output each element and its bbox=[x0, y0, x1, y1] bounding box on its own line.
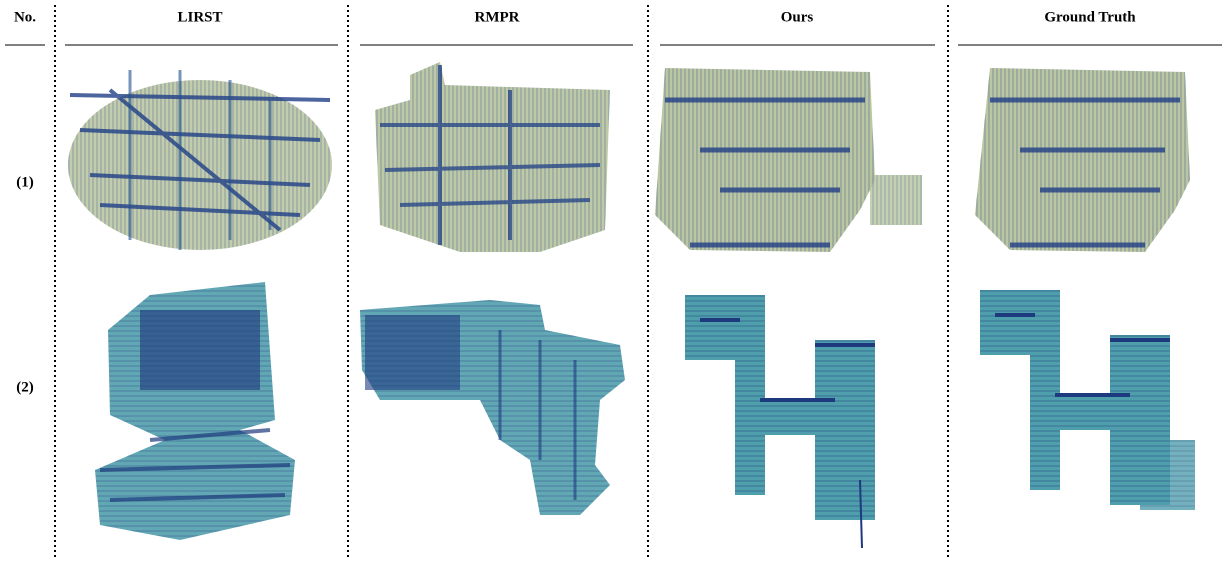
point-cloud bbox=[360, 300, 625, 515]
column-header: LIRST bbox=[177, 9, 222, 25]
column-header: Ground Truth bbox=[1044, 9, 1136, 25]
column-header: No. bbox=[14, 9, 36, 25]
row-label: (1) bbox=[16, 174, 34, 190]
row-label: (2) bbox=[16, 379, 34, 395]
point-cloud bbox=[685, 295, 875, 548]
point-cloud bbox=[655, 68, 922, 252]
point-cloud bbox=[975, 68, 1190, 252]
point-cloud bbox=[68, 70, 332, 250]
point-cloud bbox=[375, 62, 610, 252]
point-cloud bbox=[95, 282, 295, 540]
point-cloud bbox=[980, 290, 1195, 510]
column-header: Ours bbox=[781, 9, 814, 25]
figure: No. LIRST RMPR Ours Ground Truth (1) (2) bbox=[0, 0, 1227, 561]
column-header: RMPR bbox=[475, 9, 520, 25]
